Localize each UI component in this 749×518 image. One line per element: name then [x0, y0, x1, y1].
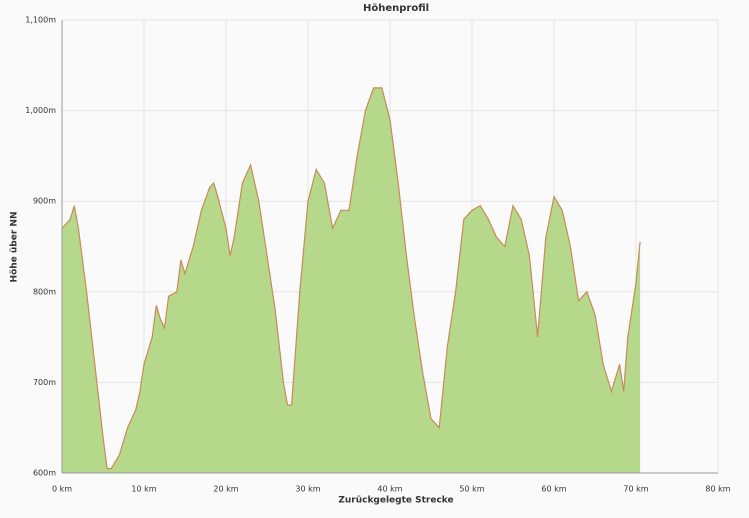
y-tick-label: 800m: [33, 287, 56, 296]
x-tick-label: 0 km: [52, 485, 72, 494]
x-tick-label: 80 km: [705, 485, 730, 494]
y-tick-label: 900m: [33, 197, 56, 206]
x-tick-label: 10 km: [131, 485, 156, 494]
x-tick-label: 20 km: [213, 485, 238, 494]
x-tick-label: 30 km: [295, 485, 320, 494]
x-tick-label: 60 km: [541, 485, 566, 494]
x-tick-label: 40 km: [377, 485, 402, 494]
x-tick-label: 70 km: [623, 485, 648, 494]
x-axis-label: Zurückgelegte Strecke: [338, 496, 453, 506]
chart-title: Höhenprofil: [363, 3, 429, 14]
x-tick-label: 50 km: [459, 485, 484, 494]
y-tick-label: 700m: [33, 378, 56, 387]
y-tick-label: 600m: [33, 469, 56, 478]
y-axis-label: Höhe über NN: [10, 212, 20, 283]
y-tick-label: 1,100m: [25, 16, 56, 25]
elevation-line: [61, 87, 641, 470]
y-tick-label: 1,000m: [25, 106, 56, 115]
elevation-area: [62, 87, 641, 474]
